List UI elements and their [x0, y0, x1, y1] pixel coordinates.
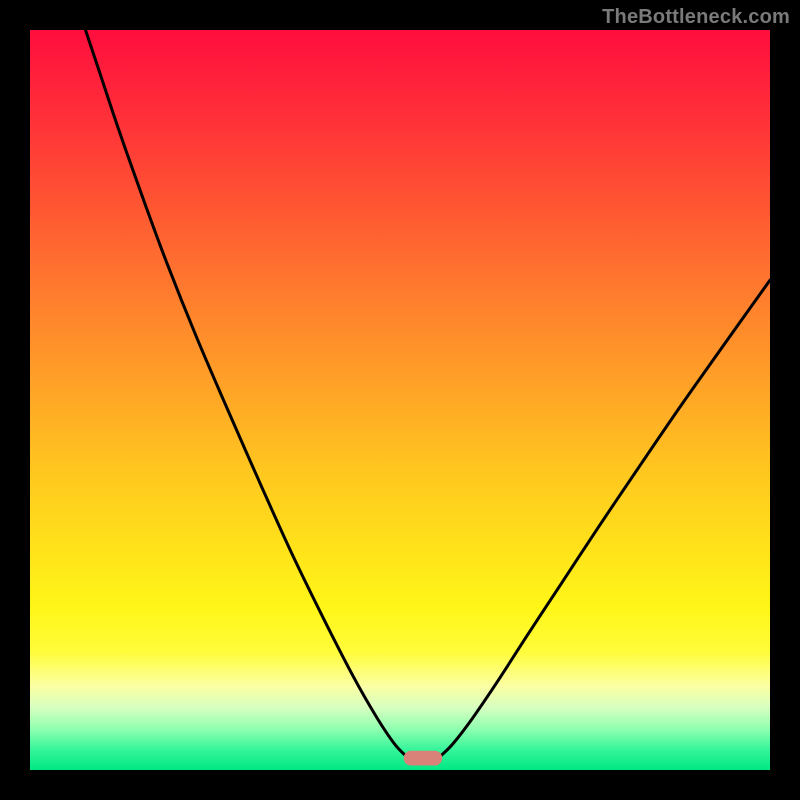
plot-area [30, 30, 770, 770]
gradient-background [30, 30, 770, 770]
watermark-text: TheBottleneck.com [602, 6, 790, 29]
bottleneck-chart-svg [30, 30, 770, 770]
optimum-marker [404, 751, 442, 766]
chart-stage: TheBottleneck.com [0, 0, 800, 800]
